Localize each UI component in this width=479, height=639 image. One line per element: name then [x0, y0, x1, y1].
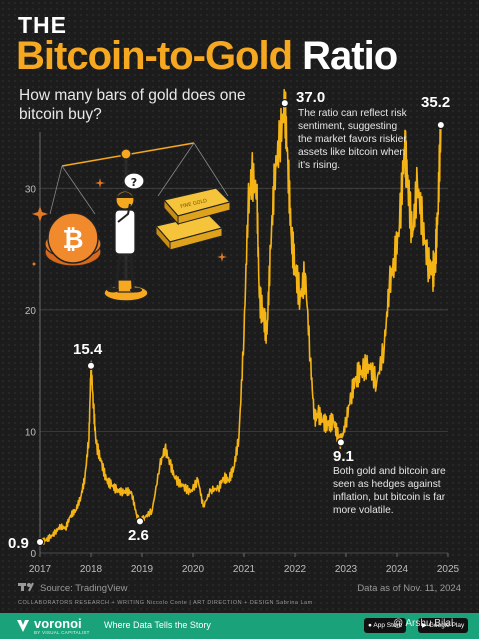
- x-tick-label: 2020: [182, 564, 205, 575]
- y-tick-label: 0: [30, 549, 36, 560]
- x-tick-label: 2025: [437, 564, 460, 575]
- svg-text:₿: ₿: [62, 225, 83, 255]
- ratio-line: [39, 88, 442, 546]
- page-title: Bitcoin-to-Gold Ratio: [16, 34, 398, 79]
- high-2018-marker: [86, 361, 96, 370]
- google-play-label: Google Play: [428, 622, 465, 629]
- axis-labels: 0 10 20 30 2017 2018 2019 2020 2021 2022 2023 2024 2…: [25, 184, 460, 575]
- low-2019-label: 2.6: [128, 527, 149, 544]
- tradingview-icon: [18, 582, 34, 592]
- voronoi-logo-icon: [17, 620, 29, 632]
- google-play-badge[interactable]: ▶ Google Play: [418, 618, 469, 633]
- source-text: Source: TradingView: [40, 583, 128, 594]
- high-2018-label: 15.4: [73, 341, 103, 358]
- y-tick-label: 30: [25, 184, 37, 195]
- start-label: 0.9: [8, 535, 29, 552]
- apple-icon: ●: [368, 622, 374, 629]
- peak-marker: [280, 98, 289, 108]
- y-tick-label: 20: [25, 306, 37, 317]
- x-tick-label: 2023: [335, 564, 358, 575]
- start-marker: [35, 537, 45, 547]
- collaborators-text: COLLABORATORS RESEARCH + WRITING Niccolo…: [18, 600, 313, 606]
- grid-lines: [39, 132, 449, 557]
- low-2022-annotation: Both gold and bitcoin are seen as hedges…: [333, 466, 446, 516]
- sparkle-icon: [32, 178, 227, 266]
- thinking-person-icon: [107, 190, 142, 293]
- title-prefix: THE: [18, 12, 67, 38]
- highlight-markers: [35, 98, 446, 547]
- low-2022-label: 9.1: [333, 448, 354, 465]
- tagline: Where Data Tells the Story: [104, 620, 211, 630]
- x-tick-label: 2021: [233, 564, 256, 575]
- end-label: 35.2: [421, 94, 451, 111]
- scale-illustration: ₿ FINE GOLD ?: [32, 141, 232, 302]
- watermark: @ Arshu Bilal: [393, 618, 454, 629]
- peak-annotation: The ratio can reflect risk sentiment, su…: [298, 108, 407, 171]
- question-bubble-icon: ?: [123, 172, 145, 190]
- subtitle: How many bars of gold does one bitcoin b…: [19, 87, 246, 123]
- x-tick-label: 2024: [386, 564, 409, 575]
- title-accent: Bitcoin-to-Gold: [16, 34, 293, 78]
- low-2019-marker: [135, 517, 145, 526]
- voronoi-logo[interactable]: voronoi: [34, 616, 82, 631]
- data-date-text: Data as of Nov. 11, 2024: [357, 583, 461, 594]
- x-tick-label: 2019: [131, 564, 154, 575]
- title-suffix: Ratio: [292, 34, 398, 78]
- low-2022-marker: [336, 438, 346, 447]
- x-tick-label: 2017: [29, 564, 52, 575]
- app-store-badge[interactable]: ● App Store: [364, 618, 407, 633]
- bitcoin-coin-icon: ₿: [44, 212, 102, 267]
- svg-text:?: ?: [131, 176, 137, 189]
- voronoi-logo-subtitle: BY VISUAL CAPITALIST: [34, 630, 90, 635]
- peak-label: 37.0: [296, 89, 326, 106]
- app-store-label: App Store: [373, 622, 403, 629]
- y-tick-label: 10: [25, 427, 37, 438]
- end-marker: [436, 120, 446, 130]
- x-tick-label: 2022: [284, 564, 307, 575]
- gold-bars-icon: FINE GOLD: [154, 187, 232, 252]
- play-icon: ▶: [422, 622, 429, 629]
- x-tick-label: 2018: [80, 564, 103, 575]
